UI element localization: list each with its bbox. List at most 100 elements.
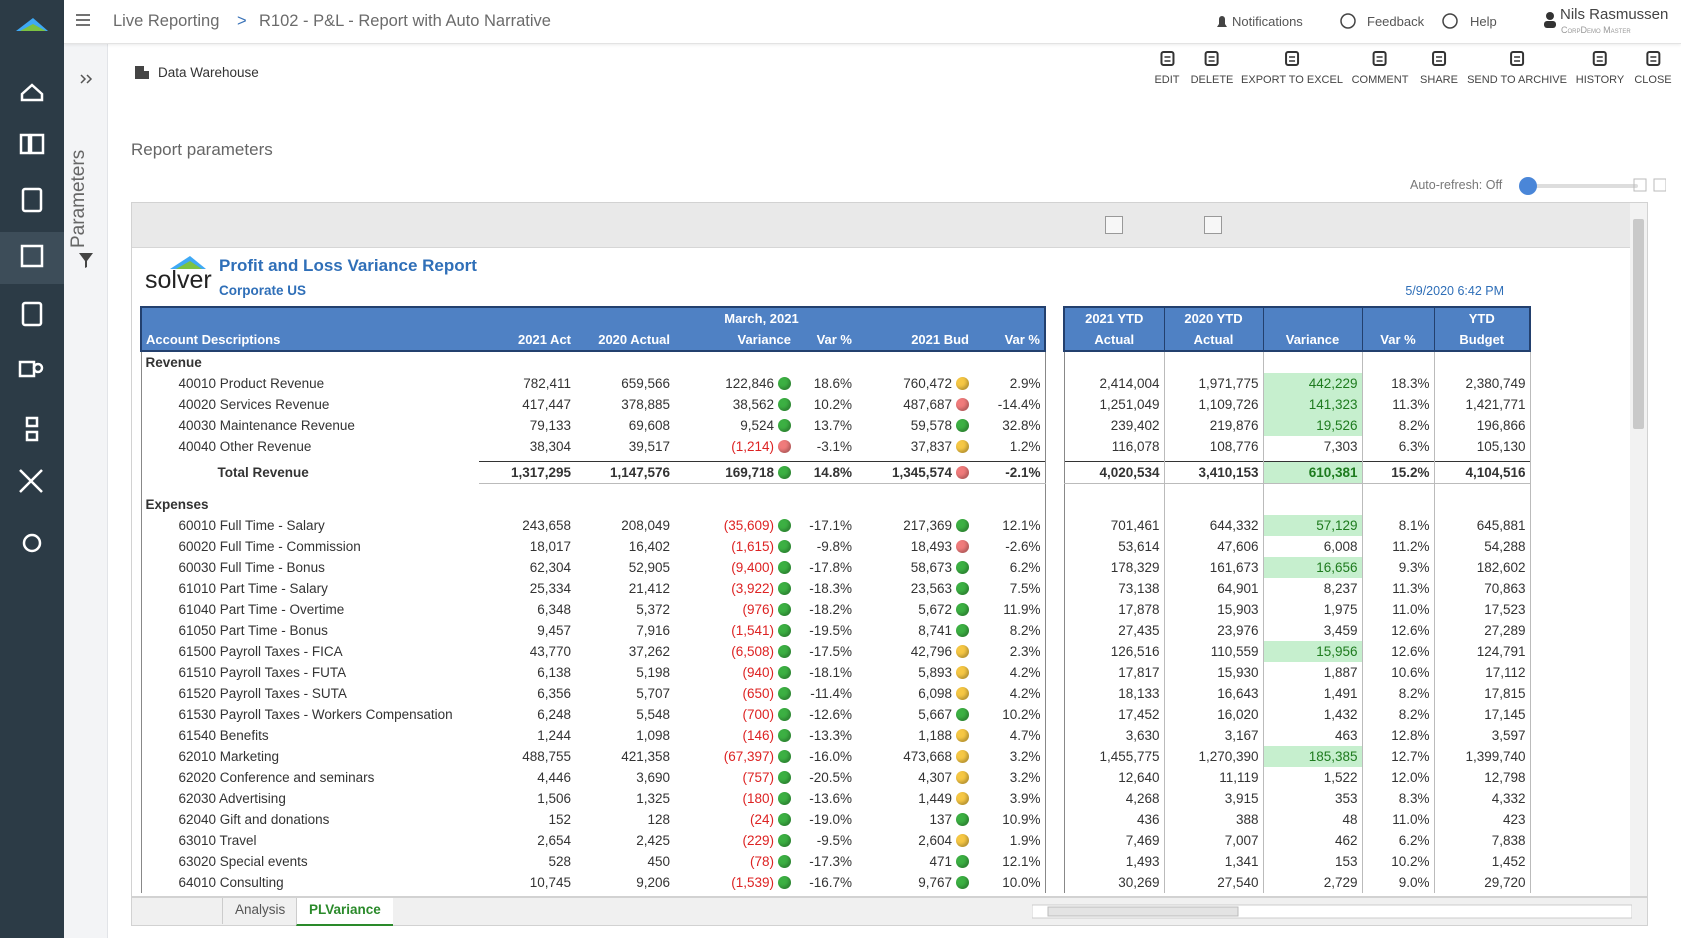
cell-value: (3,922)	[731, 581, 774, 596]
cell-value: 3.2%	[1010, 749, 1041, 764]
sheet-tab[interactable]: PLVariance	[296, 898, 393, 926]
cell: 2,380,749	[1434, 373, 1530, 394]
cell: 644,332	[1164, 515, 1263, 536]
status-dot	[956, 687, 969, 700]
toolbar-action[interactable]: COMMENT	[1352, 50, 1409, 86]
cell-value: 644,332	[1210, 518, 1259, 533]
account-label: 61540 Benefits	[141, 725, 479, 746]
cell: 15,930	[1164, 662, 1263, 683]
cell: (3,922)	[674, 578, 795, 599]
column-header: Var %	[795, 329, 856, 351]
cell: 1,455,775	[1064, 746, 1164, 767]
spacer	[1045, 536, 1064, 557]
cell: 5,707	[575, 683, 674, 704]
cell: 4.2%	[973, 683, 1045, 704]
report-parameters[interactable]: Report parameters	[131, 140, 273, 160]
cell	[795, 351, 856, 373]
cell: 15,956	[1263, 641, 1362, 662]
scrollbar[interactable]	[1630, 203, 1647, 897]
breadcrumb-item[interactable]: R102 - P&L - Report with Auto Narrative	[259, 12, 551, 31]
cell-value: 32.8%	[1002, 418, 1040, 433]
cell: (1,214)	[674, 436, 795, 457]
cell-value: 782,411	[523, 376, 571, 391]
cell: 5,667	[856, 704, 973, 725]
cell-value: 178,329	[1111, 560, 1160, 575]
header-line: 2021 YTD	[1069, 308, 1160, 329]
cell-value: 3,690	[636, 770, 670, 785]
cell-value: 169,718	[725, 465, 774, 480]
spacer	[1045, 746, 1064, 767]
cell-value: 30,269	[1118, 875, 1159, 890]
cell-value: 423	[1503, 812, 1526, 827]
status-dot	[956, 603, 969, 616]
sheet-tab[interactable]: Analysis	[222, 898, 297, 924]
cell-value: -9.8%	[817, 539, 852, 554]
account-label: 63020 Special events	[141, 851, 479, 872]
cell: 208,049	[575, 515, 674, 536]
cell-value: 2.3%	[1010, 644, 1041, 659]
account-header: Account Descriptions	[141, 329, 479, 351]
cell-value: 8.3%	[1399, 791, 1430, 806]
cell: 1,432	[1263, 704, 1362, 725]
data-source[interactable]: Data Warehouse	[158, 65, 259, 80]
cell	[1263, 494, 1362, 515]
auto-refresh-slider[interactable]	[1516, 175, 1666, 197]
cell-value: 1,345,574	[892, 465, 952, 480]
cell	[1263, 484, 1362, 495]
toolbar-action[interactable]: HISTORY	[1576, 50, 1625, 86]
toolbar-action[interactable]: CLOSE	[1634, 50, 1671, 86]
cell	[1045, 484, 1064, 495]
cell: 4,307	[856, 767, 973, 788]
cell: 1,452	[1434, 851, 1530, 872]
auto-refresh[interactable]: Auto-refresh: Off	[1410, 178, 1502, 192]
spacer	[1045, 557, 1064, 578]
cell-value: 5,707	[636, 686, 670, 701]
cell-value: 1,341	[1225, 854, 1259, 869]
parameters-label[interactable]: Parameters	[68, 150, 90, 248]
top-icons	[1214, 13, 1514, 31]
toolbar-action[interactable]: EXPORT TO EXCEL	[1241, 50, 1343, 86]
cell: 16,020	[1164, 704, 1263, 725]
data-row: 40040 Other Revenue38,30439,517(1,214)-3…	[141, 436, 1530, 457]
cell: 1,098	[575, 725, 674, 746]
cell: 15,903	[1164, 599, 1263, 620]
menu-icon[interactable]	[76, 14, 90, 26]
cell-value: 3,630	[1126, 728, 1160, 743]
user-name[interactable]: Nils Rasmussen	[1560, 6, 1668, 23]
h-scrollbar[interactable]	[1032, 904, 1632, 920]
cell: 25,334	[479, 578, 575, 599]
cell: 3,167	[1164, 725, 1263, 746]
cell-value: 141,323	[1309, 397, 1358, 412]
account-label: 61050 Part Time - Bonus	[141, 620, 479, 641]
cell-value: 8.2%	[1399, 418, 1430, 433]
cell-value: -2.6%	[1005, 539, 1040, 554]
cell-value: 17,878	[1118, 602, 1159, 617]
cell: 17,878	[1064, 599, 1164, 620]
cell: 5,372	[575, 599, 674, 620]
cell: 7,469	[1064, 830, 1164, 851]
cell	[856, 351, 973, 373]
cell-value: (67,397)	[724, 749, 774, 764]
cell	[1263, 351, 1362, 373]
cell: 3,915	[1164, 788, 1263, 809]
toolbar-action[interactable]: EDIT	[1154, 50, 1179, 86]
cell: 10,745	[479, 872, 575, 893]
cell-value: 52,905	[629, 560, 670, 575]
expand-button[interactable]	[1204, 216, 1222, 234]
cell-value: 6,008	[1324, 539, 1358, 554]
toolbar-action[interactable]: DELETE	[1191, 50, 1234, 86]
cell-value: 1,522	[1324, 770, 1358, 785]
expand-button[interactable]	[1105, 216, 1123, 234]
cell-value: 69,608	[629, 418, 670, 433]
breadcrumb-item[interactable]: Live Reporting	[113, 12, 219, 31]
cell: 1,244	[479, 725, 575, 746]
toolbar-action[interactable]: SEND TO ARCHIVE	[1467, 50, 1567, 86]
cell: 18,017	[479, 536, 575, 557]
cell-value: 1,493	[1126, 854, 1160, 869]
data-row: 61010 Part Time - Salary25,33421,412(3,9…	[141, 578, 1530, 599]
cell: 178,329	[1064, 557, 1164, 578]
cell	[973, 494, 1045, 515]
toolbar-action[interactable]: SHARE	[1420, 50, 1458, 86]
cell-value: 7,007	[1225, 833, 1259, 848]
cell-value: 11,119	[1219, 770, 1258, 785]
